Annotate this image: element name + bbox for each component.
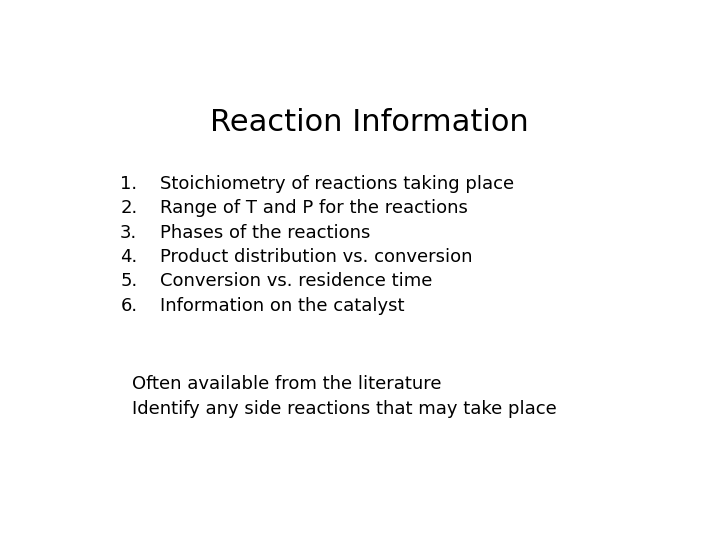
Text: 2.: 2. [120,199,138,217]
Text: 4.: 4. [120,248,138,266]
Text: Reaction Information: Reaction Information [210,109,528,138]
Text: Phases of the reactions: Phases of the reactions [160,224,370,241]
Text: 6.: 6. [120,296,138,315]
Text: Often available from the literature: Often available from the literature [132,375,441,393]
Text: 1.: 1. [120,175,138,193]
Text: 3.: 3. [120,224,138,241]
Text: Identify any side reactions that may take place: Identify any side reactions that may tak… [132,400,557,418]
Text: Stoichiometry of reactions taking place: Stoichiometry of reactions taking place [160,175,514,193]
Text: Product distribution vs. conversion: Product distribution vs. conversion [160,248,472,266]
Text: 5.: 5. [120,272,138,291]
Text: Range of T and P for the reactions: Range of T and P for the reactions [160,199,467,217]
Text: Information on the catalyst: Information on the catalyst [160,296,404,315]
Text: Conversion vs. residence time: Conversion vs. residence time [160,272,432,291]
